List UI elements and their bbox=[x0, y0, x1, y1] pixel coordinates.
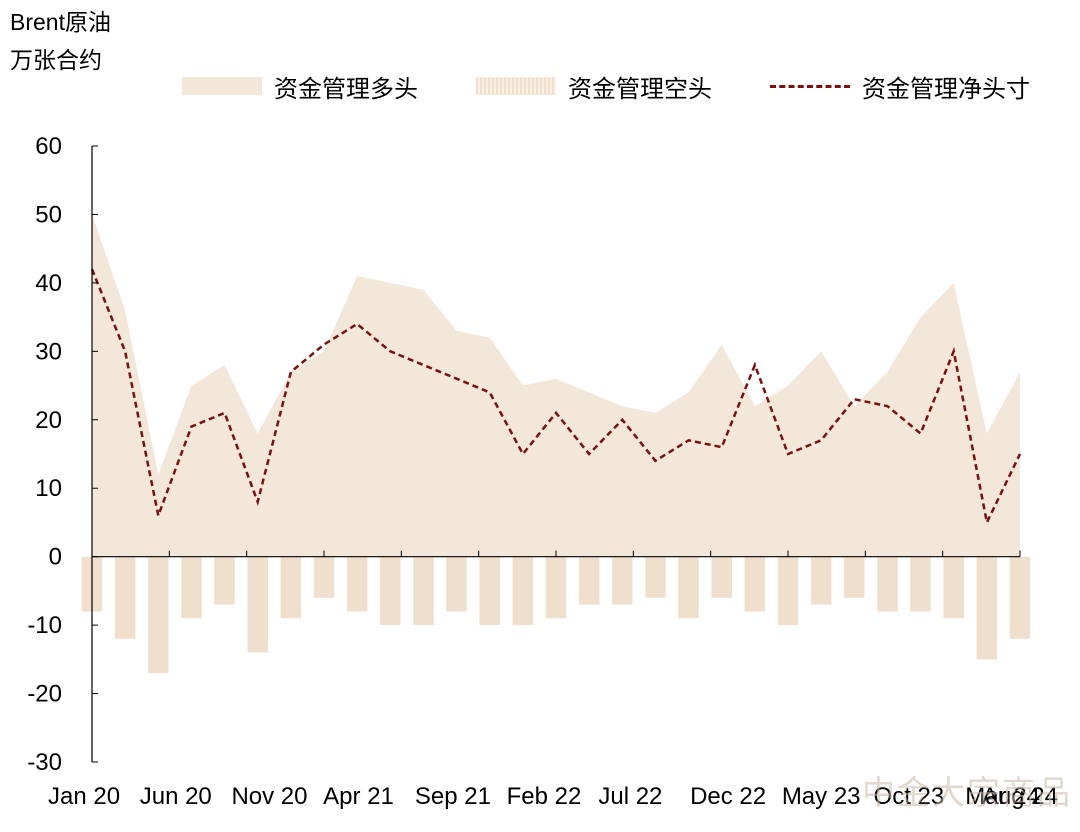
short-bar bbox=[777, 556, 799, 626]
short-bar bbox=[844, 556, 865, 598]
x-tick-label: Feb 22 bbox=[507, 783, 582, 810]
y-tick-label: 0 bbox=[49, 544, 62, 571]
legend-label-long: 资金管理多头 bbox=[274, 75, 418, 103]
net-position-line bbox=[90, 268, 1022, 527]
short-bar bbox=[545, 556, 567, 619]
short-bar bbox=[148, 556, 169, 674]
x-tick-label: Sep 21 bbox=[415, 783, 491, 810]
x-axis-ticks: Jan 20 Jun 20 Nov 20 Apr 21 Sep 21 Feb 22 Jul … bbox=[48, 550, 1058, 810]
short-bar bbox=[877, 556, 898, 612]
short-bar bbox=[910, 556, 931, 612]
y-tick-label: -10 bbox=[27, 612, 62, 639]
short-bar bbox=[114, 556, 136, 639]
legend-label-net: 资金管理净头寸 bbox=[862, 75, 1030, 103]
short-bar bbox=[479, 556, 500, 626]
short-bar bbox=[711, 556, 732, 598]
short-bar bbox=[380, 556, 401, 626]
y-tick-label: 40 bbox=[35, 270, 62, 297]
short-bar bbox=[512, 556, 534, 626]
y-tick-label: 30 bbox=[35, 338, 62, 365]
legend-swatch-short bbox=[476, 77, 556, 95]
short-bar bbox=[313, 556, 335, 598]
x-tick-label: Mar 24 bbox=[965, 783, 1040, 810]
short-bar bbox=[280, 556, 302, 619]
short-bar bbox=[678, 556, 699, 619]
short-bar bbox=[181, 556, 202, 619]
short-bar bbox=[645, 556, 666, 598]
legend-swatch-long bbox=[182, 77, 262, 95]
y-tick-label: 50 bbox=[35, 201, 62, 228]
short-bar bbox=[612, 556, 633, 605]
legend-item-net: 资金管理净头寸 bbox=[770, 68, 1030, 104]
short-bar bbox=[976, 556, 998, 660]
short-bar bbox=[578, 556, 600, 605]
x-tick-label: Nov 20 bbox=[231, 783, 307, 810]
short-bar bbox=[413, 556, 434, 626]
x-tick-label: Apr 21 bbox=[323, 783, 394, 810]
unit-label-line1: Brent原油 bbox=[10, 9, 111, 35]
y-tick-label: -30 bbox=[27, 749, 62, 776]
short-bar bbox=[810, 556, 832, 605]
legend-label-short: 资金管理空头 bbox=[568, 75, 712, 103]
short-position-bars bbox=[81, 556, 1031, 674]
x-tick-label: Jan 20 bbox=[48, 783, 120, 810]
x-tick-label: May 23 bbox=[782, 783, 861, 810]
short-bar bbox=[1009, 556, 1031, 639]
y-tick-label: 60 bbox=[35, 133, 62, 160]
legend-swatch-net bbox=[770, 84, 850, 88]
short-bar bbox=[943, 556, 964, 619]
y-tick-label: 20 bbox=[35, 407, 62, 434]
short-bar bbox=[744, 556, 766, 612]
short-bar bbox=[247, 556, 268, 653]
y-axis-ticks: -30 -20 -10 0 10 20 30 40 50 60 bbox=[27, 133, 98, 776]
legend-item-short: 资金管理空头 bbox=[476, 68, 712, 104]
short-bar bbox=[446, 556, 467, 612]
x-tick-label: Jul 22 bbox=[598, 783, 662, 810]
short-bar bbox=[214, 556, 235, 605]
watermark: 中金大宗商品 bbox=[862, 773, 1072, 812]
legend-item-long: 资金管理多头 bbox=[182, 68, 418, 104]
unit-label-line2: 万张合约 bbox=[10, 47, 102, 73]
y-tick-label: 10 bbox=[35, 475, 62, 502]
x-tick-label: Jun 20 bbox=[140, 783, 212, 810]
x-tick-label: Oct 23 bbox=[874, 783, 945, 810]
short-bar bbox=[346, 556, 368, 612]
long-position-area bbox=[92, 214, 1020, 557]
x-tick-label: Aug 24 bbox=[982, 783, 1058, 810]
x-tick-label: Dec 22 bbox=[690, 783, 766, 810]
y-tick-label: -20 bbox=[27, 681, 62, 708]
